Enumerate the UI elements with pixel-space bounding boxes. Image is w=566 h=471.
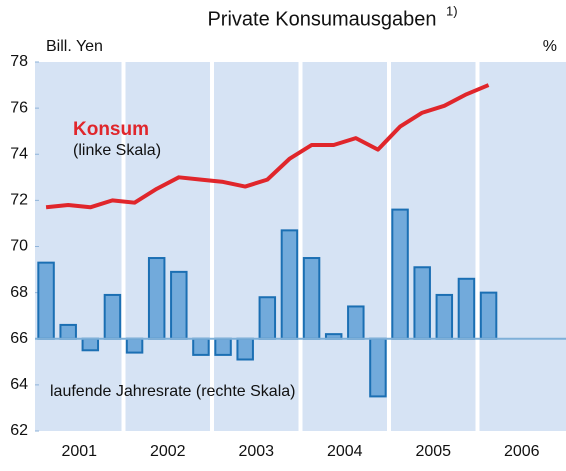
y-tick-label: 76 <box>10 99 28 116</box>
bar <box>37 261 55 340</box>
y-tick-label: 74 <box>10 145 28 162</box>
plot-layer <box>35 61 566 432</box>
bar <box>457 277 476 340</box>
bar <box>369 337 387 398</box>
y-tick-label: 72 <box>10 192 28 209</box>
y-axis-label: Bill. Yen <box>46 38 103 55</box>
line <box>45 83 490 210</box>
bar <box>258 296 277 340</box>
x-tick-label: 2005 <box>415 443 451 460</box>
annotation: (linke Skala) <box>73 142 161 159</box>
bar <box>125 337 144 354</box>
bar <box>302 257 321 340</box>
y-tick-label: 68 <box>10 284 28 301</box>
bar <box>170 270 188 340</box>
bar <box>147 257 166 340</box>
x-tick-label: 2004 <box>327 443 363 460</box>
y-tick-label: 66 <box>10 330 28 347</box>
y-tick-label: 78 <box>10 53 28 70</box>
annotation: Konsum <box>73 119 149 140</box>
bar <box>435 293 454 340</box>
bar <box>391 208 409 340</box>
bar <box>479 291 498 340</box>
bar <box>413 266 431 340</box>
bar <box>81 337 100 352</box>
x-tick-label: 2001 <box>61 443 97 460</box>
bar <box>214 337 232 356</box>
x-tick-label: 2006 <box>504 443 540 460</box>
annotation: laufende Jahresrate (rechte Skala) <box>50 383 295 400</box>
y2-axis-label: % <box>543 38 557 55</box>
bar <box>192 337 210 356</box>
bar <box>347 305 365 340</box>
bar <box>236 337 254 361</box>
x-tick-label: 2003 <box>238 443 274 460</box>
y-tick-label: 64 <box>10 376 28 393</box>
bar <box>280 229 299 340</box>
y-tick-label: 62 <box>10 422 28 439</box>
bar <box>103 293 122 340</box>
chart-title: Private Konsumausgaben <box>207 8 436 30</box>
bar <box>59 323 77 340</box>
title-note: 1) <box>446 3 458 18</box>
x-tick-label: 2002 <box>150 443 186 460</box>
y-tick-label: 70 <box>10 238 28 255</box>
